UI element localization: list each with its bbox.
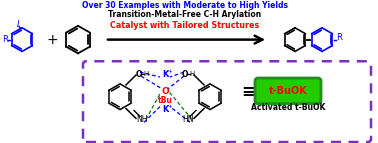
Text: tBu: tBu	[158, 96, 172, 105]
Text: +: +	[167, 69, 172, 74]
Text: Transition-Metal-Free C-H Arylation: Transition-Metal-Free C-H Arylation	[108, 10, 262, 19]
Text: I: I	[17, 20, 19, 29]
Text: O: O	[136, 70, 142, 79]
Text: O: O	[161, 87, 169, 96]
FancyBboxPatch shape	[83, 61, 371, 142]
FancyBboxPatch shape	[255, 78, 321, 104]
Text: K: K	[162, 70, 168, 79]
Text: ≡: ≡	[241, 83, 255, 101]
Text: K: K	[162, 105, 168, 114]
Text: Activated t-BuOK: Activated t-BuOK	[251, 103, 325, 112]
Text: t-BuOK: t-BuOK	[269, 86, 307, 96]
Text: +: +	[167, 104, 172, 109]
Text: R: R	[2, 35, 8, 44]
Text: H: H	[143, 71, 149, 77]
Text: NH: NH	[136, 115, 148, 124]
Text: O: O	[182, 70, 188, 79]
Text: HN: HN	[182, 115, 194, 124]
Text: Over 30 Examples with Moderate to High Yields: Over 30 Examples with Moderate to High Y…	[82, 1, 288, 10]
Text: H: H	[189, 71, 195, 77]
Text: R: R	[336, 33, 342, 42]
Text: Catalyst with Tailored Structures: Catalyst with Tailored Structures	[110, 21, 260, 30]
Text: +: +	[46, 33, 58, 47]
